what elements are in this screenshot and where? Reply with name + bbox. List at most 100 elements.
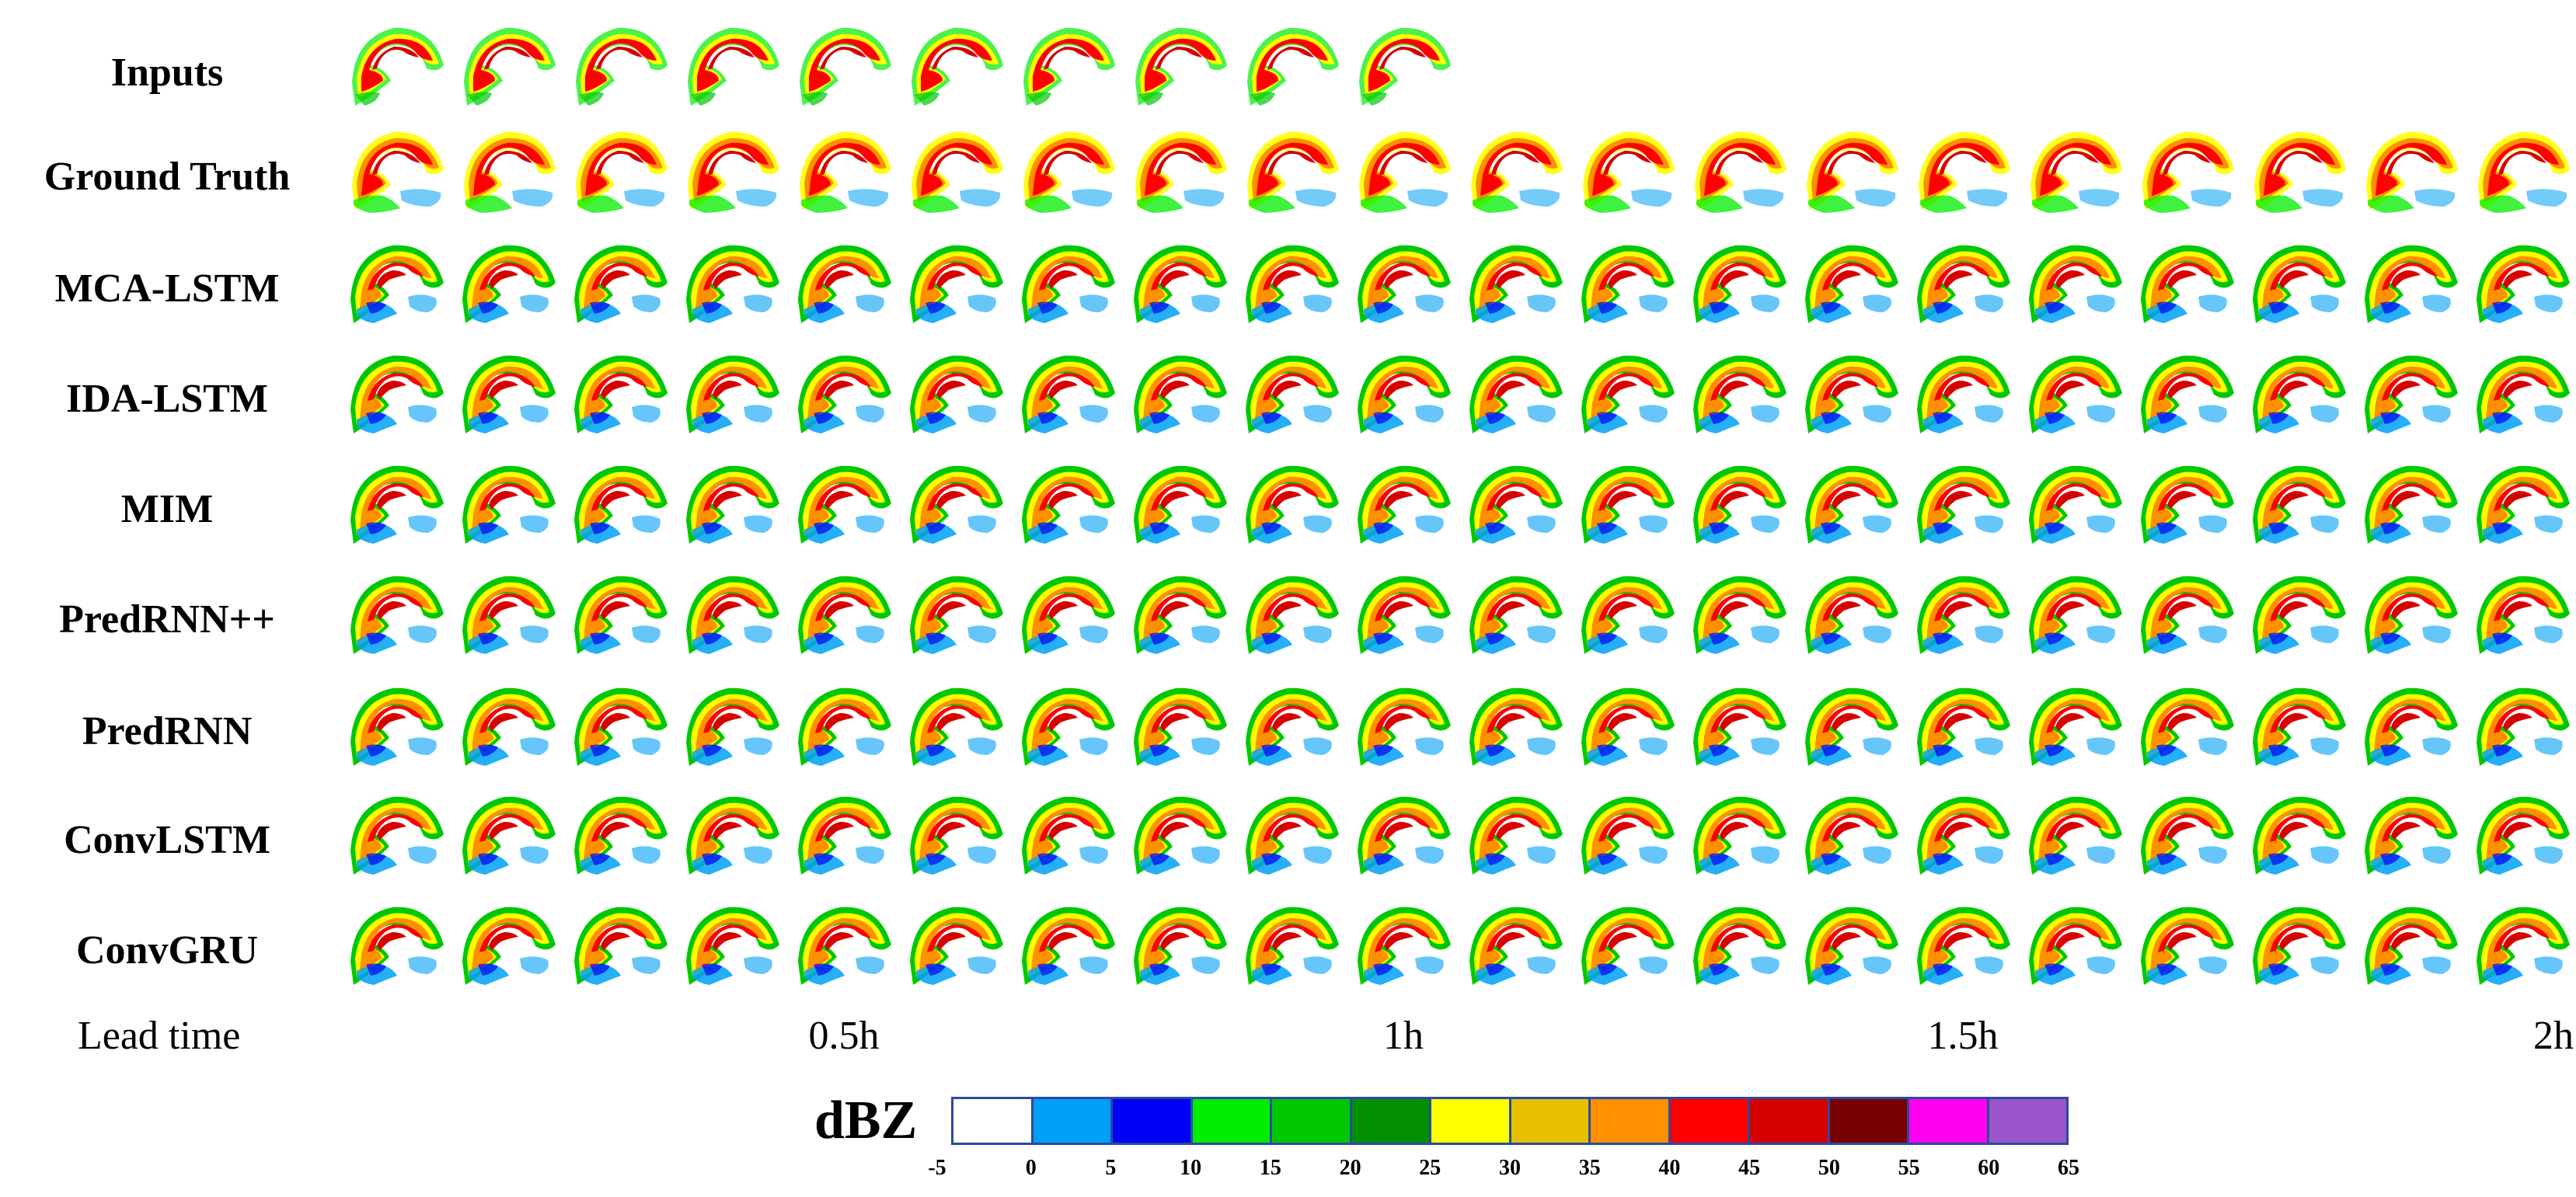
radar-panel — [1134, 906, 1227, 985]
row-label: Inputs — [110, 50, 224, 95]
radar-panel — [462, 465, 556, 544]
radar-panel — [1917, 465, 2010, 544]
colorbar-cell — [1033, 1099, 1113, 1143]
radar-panel — [350, 576, 444, 654]
radar-panel — [2365, 796, 2458, 875]
radar-panel — [1022, 796, 1115, 875]
row-label: PredRNN++ — [59, 597, 275, 642]
radar-panel — [1247, 131, 1339, 213]
radar-panel — [1693, 465, 1786, 544]
radar-panel — [2141, 796, 2234, 875]
radar-panel — [2365, 687, 2458, 766]
radar-panel — [800, 27, 891, 106]
radar-panel — [462, 245, 556, 323]
colorbar-cell — [1750, 1099, 1830, 1143]
colorbar-tick: 20 — [1339, 1156, 1361, 1180]
radar-panel — [1919, 131, 2010, 213]
radar-panel — [1469, 245, 1563, 323]
radar-panel — [1917, 245, 2010, 323]
radar-panel — [1247, 27, 1339, 106]
colorbar-tick: 50 — [1818, 1156, 1840, 1180]
lead-time-tick: 2h — [2533, 1014, 2574, 1058]
radar-panel — [462, 576, 556, 654]
radar-panel — [574, 576, 668, 654]
radar-panel — [2029, 465, 2122, 544]
radar-panel — [1134, 355, 1227, 433]
colorbar-cell — [1591, 1099, 1671, 1143]
radar-panel — [462, 355, 556, 433]
radar-panel — [350, 796, 444, 875]
colorbar-tick: 25 — [1419, 1156, 1441, 1180]
radar-panel — [1693, 245, 1786, 323]
colorbar — [951, 1097, 2069, 1145]
radar-panel — [576, 131, 668, 213]
radar-panel — [1246, 355, 1339, 433]
colorbar-cell — [1989, 1099, 2066, 1143]
radar-panel — [1581, 796, 1675, 875]
panel-row — [350, 906, 2570, 985]
radar-panel — [1469, 687, 1563, 766]
radar-panel — [464, 131, 556, 213]
lead-time-tick: 1h — [1383, 1014, 1424, 1058]
radar-panel — [2253, 687, 2346, 766]
radar-panel — [1246, 796, 1339, 875]
radar-panel — [686, 245, 779, 323]
radar-panel — [464, 27, 556, 106]
radar-panel — [910, 355, 1003, 433]
radar-panel — [1693, 687, 1786, 766]
radar-panel — [1807, 131, 1898, 213]
radar-panel — [2253, 906, 2346, 985]
radar-panel — [1917, 355, 2010, 433]
radar-panel — [798, 355, 891, 433]
radar-panel — [2141, 355, 2234, 433]
colorbar-tick: 35 — [1578, 1156, 1601, 1180]
radar-panel — [1917, 796, 2010, 875]
radar-panel — [1023, 131, 1115, 213]
radar-panel — [1246, 576, 1339, 654]
row-label: MCA-LSTM — [54, 266, 280, 311]
colorbar-cell — [1113, 1099, 1193, 1143]
colorbar-cell — [1272, 1099, 1352, 1143]
radar-panel — [1583, 131, 1675, 213]
radar-panel — [1581, 465, 1675, 544]
row-label: MIM — [120, 487, 214, 531]
radar-panel — [798, 576, 891, 654]
colorbar-tick: 45 — [1738, 1156, 1761, 1180]
lead-time-tick: 0.5h — [808, 1014, 880, 1058]
radar-panel — [1693, 576, 1786, 654]
radar-panel — [2141, 906, 2234, 985]
radar-panel — [1469, 906, 1563, 985]
colorbar-cell — [953, 1099, 1034, 1143]
radar-panel — [1805, 687, 1898, 766]
radar-panel — [798, 906, 891, 985]
radar-panel — [1917, 906, 2010, 985]
radar-panel — [1358, 796, 1451, 875]
panel-row — [352, 27, 1451, 106]
row-label: ConvGRU — [75, 928, 259, 973]
radar-panel — [352, 131, 444, 213]
radar-panel — [2029, 355, 2122, 433]
radar-panel — [2477, 576, 2570, 654]
radar-panel — [1022, 576, 1115, 654]
radar-panel — [2141, 465, 2234, 544]
colorbar-unit: dBZ — [814, 1091, 918, 1150]
radar-panel — [798, 796, 891, 875]
radar-panel — [2253, 796, 2346, 875]
colorbar-cell — [1909, 1099, 1989, 1143]
radar-panel — [2477, 687, 2570, 766]
radar-panel — [686, 576, 779, 654]
radar-panel — [912, 131, 1003, 213]
row-label: IDA-LSTM — [65, 377, 269, 421]
radar-panel — [576, 27, 668, 106]
radar-panel — [798, 687, 891, 766]
radar-panel — [2477, 245, 2570, 323]
radar-panel — [1022, 465, 1115, 544]
radar-panel — [2141, 245, 2234, 323]
radar-panel — [1917, 576, 2010, 654]
radar-panel — [2142, 131, 2234, 213]
radar-panel — [574, 687, 668, 766]
panel-row — [350, 796, 2570, 875]
radar-panel — [686, 687, 779, 766]
radar-panel — [574, 465, 668, 544]
radar-panel — [1581, 906, 1675, 985]
